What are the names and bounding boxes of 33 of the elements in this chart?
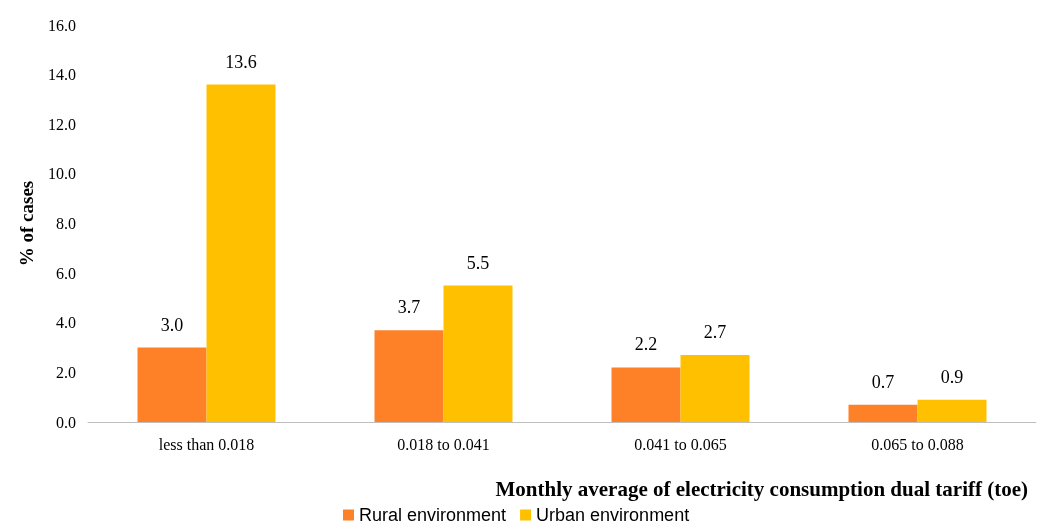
x-axis-title: Monthly average of electricity consumption dual tariff (toe) (495, 476, 1029, 501)
bar (374, 330, 444, 422)
data-label: 0.9 (940, 366, 964, 387)
bar (848, 404, 918, 422)
y-axis-title: % of cases (16, 180, 37, 267)
data-label: 2.2 (634, 334, 658, 355)
legend-label: Urban environment (536, 505, 690, 525)
y-tick-label: 8.0 (56, 215, 76, 232)
x-tick-label: 0.065 to 0.088 (871, 435, 964, 453)
y-tick-label: 0.0 (56, 413, 76, 431)
y-tick-label: 14.0 (48, 66, 76, 84)
bar (443, 285, 513, 422)
y-tick-label: 10.0 (48, 165, 76, 183)
bar (680, 355, 750, 422)
bar (206, 84, 276, 422)
y-tick-label: 2.0 (56, 363, 76, 381)
data-label: 5.5 (466, 252, 490, 273)
y-tick-label: 16.0 (48, 16, 76, 34)
bar (611, 367, 681, 422)
bar (917, 399, 987, 422)
data-label: 0.7 (871, 371, 895, 392)
data-label: 13.6 (225, 51, 257, 72)
bar (137, 347, 207, 422)
data-label: 2.7 (703, 322, 727, 343)
x-tick-label: less than 0.018 (158, 435, 255, 453)
x-tick-label: 0.041 to 0.065 (634, 435, 727, 453)
data-label: 3.0 (160, 314, 184, 335)
y-tick-label: 6.0 (56, 264, 76, 282)
y-tick-label: 12.0 (48, 115, 76, 133)
data-label: 3.7 (397, 297, 421, 318)
legend-label: Rural environment (359, 505, 507, 525)
x-tick-label: 0.018 to 0.041 (397, 435, 490, 453)
y-tick-label: 4.0 (56, 314, 76, 332)
